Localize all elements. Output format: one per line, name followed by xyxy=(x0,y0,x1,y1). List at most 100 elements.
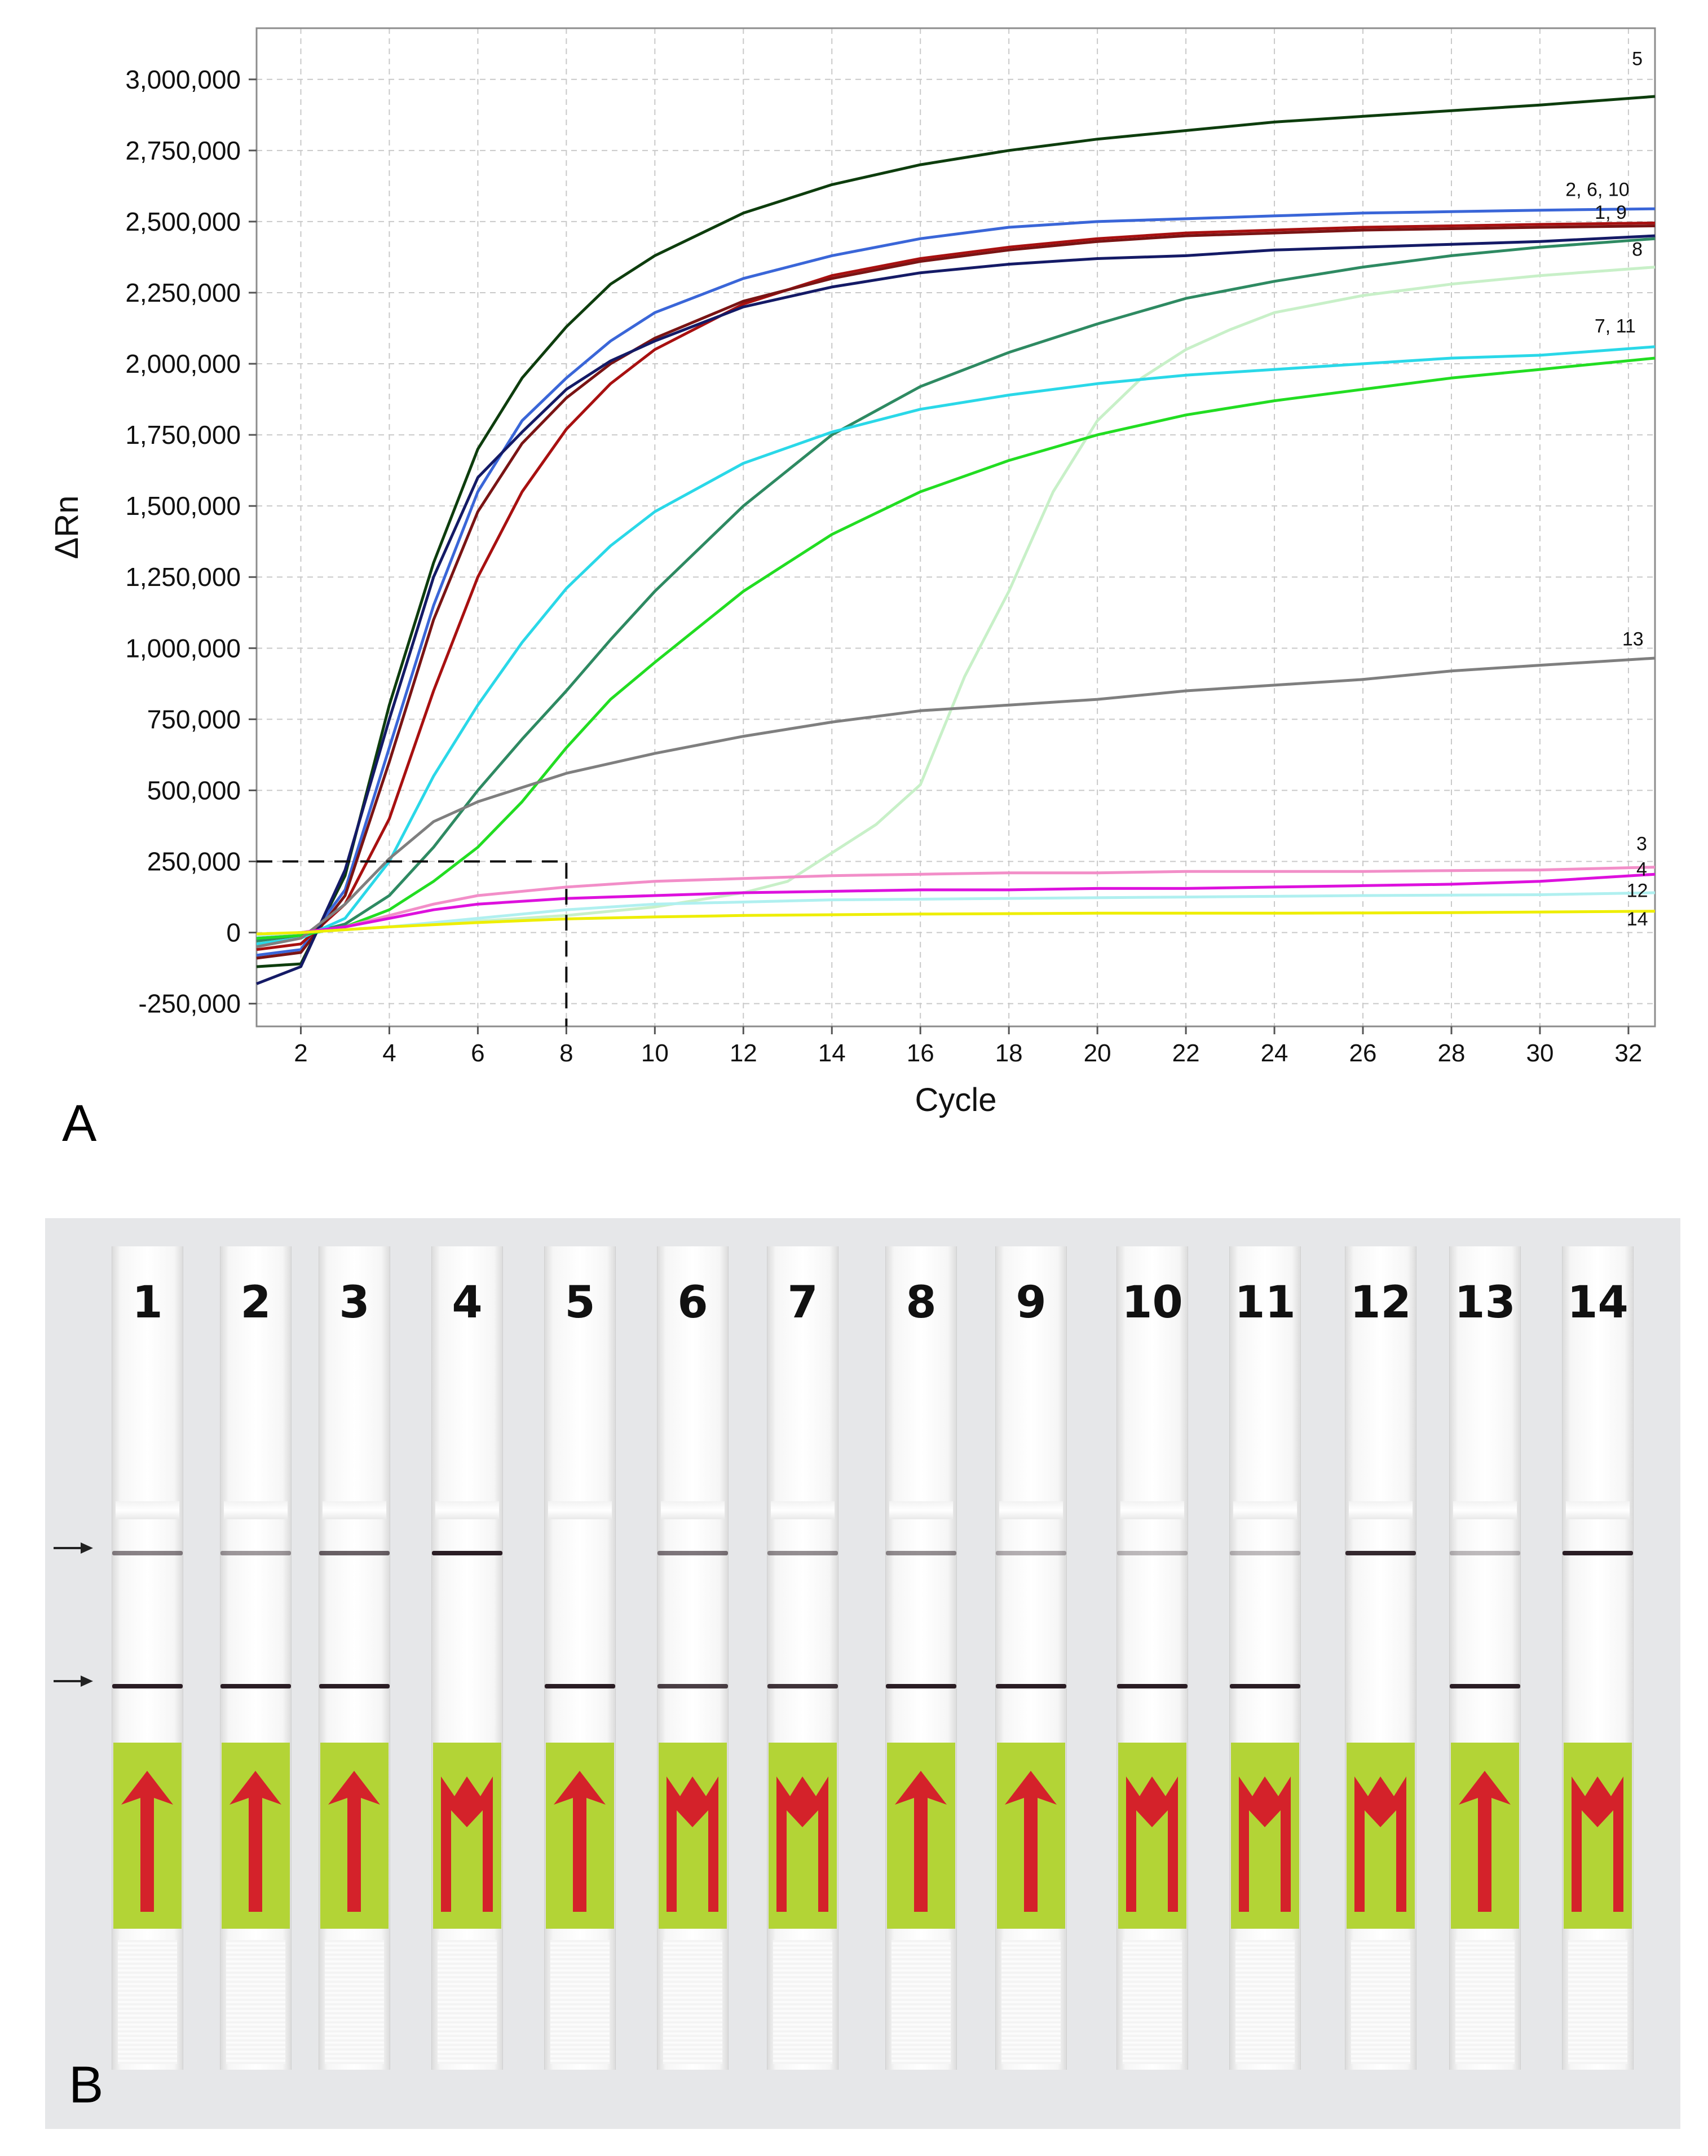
strip-tape-edge xyxy=(1233,1501,1297,1519)
sample-pad xyxy=(1231,1743,1299,1929)
test-strip: 3 xyxy=(319,1246,390,2070)
strip-absorbent-end xyxy=(1351,1940,1410,2064)
strip-number: 2 xyxy=(240,1277,271,1328)
series-end-label: 8 xyxy=(1632,239,1643,260)
series-line-13 xyxy=(256,656,1656,949)
series-line-10 xyxy=(256,234,1656,985)
strip-tape-edge xyxy=(1453,1501,1517,1519)
series-line-7 xyxy=(256,345,1656,946)
strip-absorbent-end xyxy=(550,1940,610,2064)
y-tick-label: 0 xyxy=(226,918,241,947)
double-arrow-icon xyxy=(667,1776,718,1912)
strip-tape-edge xyxy=(889,1501,953,1519)
up-arrow-icon xyxy=(895,1771,947,1912)
double-arrow-icon xyxy=(1126,1776,1178,1912)
y-tick-label: 2,000,000 xyxy=(125,349,241,378)
x-tick-label: 12 xyxy=(730,1039,757,1067)
sample-pad xyxy=(433,1743,501,1929)
plot-frame xyxy=(255,27,1656,1028)
strip-number: 13 xyxy=(1454,1277,1516,1328)
up-arrow-icon xyxy=(121,1771,173,1912)
series-end-label: 3 xyxy=(1636,833,1647,854)
sample-pad xyxy=(1564,1743,1632,1929)
series-line-12 xyxy=(256,266,1656,937)
control-line-band xyxy=(996,1551,1066,1555)
y-tick-label: 750,000 xyxy=(147,704,241,734)
strip-tape-edge xyxy=(999,1501,1063,1519)
sample-pad xyxy=(1347,1743,1415,1929)
y-tick-label: -250,000 xyxy=(138,989,241,1019)
sample-pad xyxy=(222,1743,290,1929)
strip-absorbent-end xyxy=(325,1940,384,2064)
control-line-band xyxy=(220,1551,291,1555)
test-line-band xyxy=(319,1684,390,1688)
sample-pad xyxy=(887,1743,955,1929)
series-line-3 xyxy=(256,866,1656,937)
double-arrow-icon xyxy=(1354,1776,1406,1912)
test-strip: 9 xyxy=(995,1246,1067,2070)
threshold-guide-line xyxy=(257,860,568,1026)
x-tick-label: 28 xyxy=(1438,1039,1466,1067)
x-tick-label: 14 xyxy=(818,1039,846,1067)
x-tick-label: 22 xyxy=(1172,1039,1200,1067)
control-line-band xyxy=(657,1551,728,1555)
series-end-label: 13 xyxy=(1622,628,1644,650)
test-strip: 4 xyxy=(431,1246,503,2070)
strip-number: 7 xyxy=(787,1277,818,1328)
up-arrow-icon xyxy=(1005,1771,1057,1912)
series-end-label: 2, 6, 10 xyxy=(1565,179,1629,201)
strip-number: 9 xyxy=(1016,1277,1047,1328)
sample-pad xyxy=(546,1743,614,1929)
series-end-label: 5 xyxy=(1632,49,1643,70)
test-strip: 14 xyxy=(1562,1246,1634,2070)
y-tick-label: 3,000,000 xyxy=(125,65,241,94)
test-line-band xyxy=(886,1684,956,1688)
test-strip: 10 xyxy=(1116,1246,1188,2070)
test-line-arrow-icon xyxy=(54,1676,93,1687)
panel-label-a: A xyxy=(62,1095,97,1152)
series-line-2 xyxy=(256,207,1656,957)
x-tick-label: 18 xyxy=(995,1039,1023,1067)
strip-absorbent-end xyxy=(663,1940,722,2064)
x-tick-label: 16 xyxy=(907,1039,934,1067)
test-strip: 6 xyxy=(657,1246,729,2070)
sample-pad xyxy=(659,1743,727,1929)
y-tick-label: 2,750,000 xyxy=(125,136,241,165)
test-strip: 1 xyxy=(112,1246,183,2070)
test-line-band xyxy=(112,1684,183,1688)
strip-tape-edge xyxy=(1120,1501,1184,1519)
sample-pad xyxy=(769,1743,837,1929)
strip-number: 1 xyxy=(132,1277,163,1328)
x-tick-label: 10 xyxy=(641,1039,669,1067)
strip-tape-edge xyxy=(771,1501,835,1519)
double-arrow-icon xyxy=(441,1776,493,1912)
control-line-band xyxy=(1230,1551,1300,1555)
y-tick-label: 250,000 xyxy=(147,847,241,876)
strip-tape-edge xyxy=(323,1501,386,1519)
sample-pad xyxy=(1118,1743,1186,1929)
test-strip: 8 xyxy=(885,1246,957,2070)
control-line-band xyxy=(767,1551,838,1555)
strip-absorbent-end xyxy=(118,1940,177,2064)
series-line-1 xyxy=(256,221,1656,951)
strip-number: 12 xyxy=(1350,1277,1411,1328)
series-line-11 xyxy=(256,356,1656,940)
test-strip: 5 xyxy=(544,1246,616,2070)
series-end-label: 7, 11 xyxy=(1595,316,1636,337)
x-tick-label: 6 xyxy=(471,1039,484,1067)
double-arrow-icon xyxy=(1239,1776,1291,1912)
x-tick-label: 26 xyxy=(1349,1039,1377,1067)
sample-pad xyxy=(1451,1743,1519,1929)
y-tick-label: 1,500,000 xyxy=(125,491,241,521)
strip-number: 4 xyxy=(452,1277,483,1328)
y-tick-label: 1,000,000 xyxy=(125,633,241,663)
y-axis-title: ΔRn xyxy=(48,496,85,559)
strip-tape-edge xyxy=(1566,1501,1630,1519)
strip-absorbent-end xyxy=(1001,1940,1061,2064)
x-tick-label: 2 xyxy=(294,1039,307,1067)
series-line-5 xyxy=(256,95,1656,968)
strip-number: 10 xyxy=(1122,1277,1183,1328)
series-line-4 xyxy=(256,872,1656,937)
control-line-band xyxy=(886,1551,956,1555)
control-line-band xyxy=(1117,1551,1188,1555)
